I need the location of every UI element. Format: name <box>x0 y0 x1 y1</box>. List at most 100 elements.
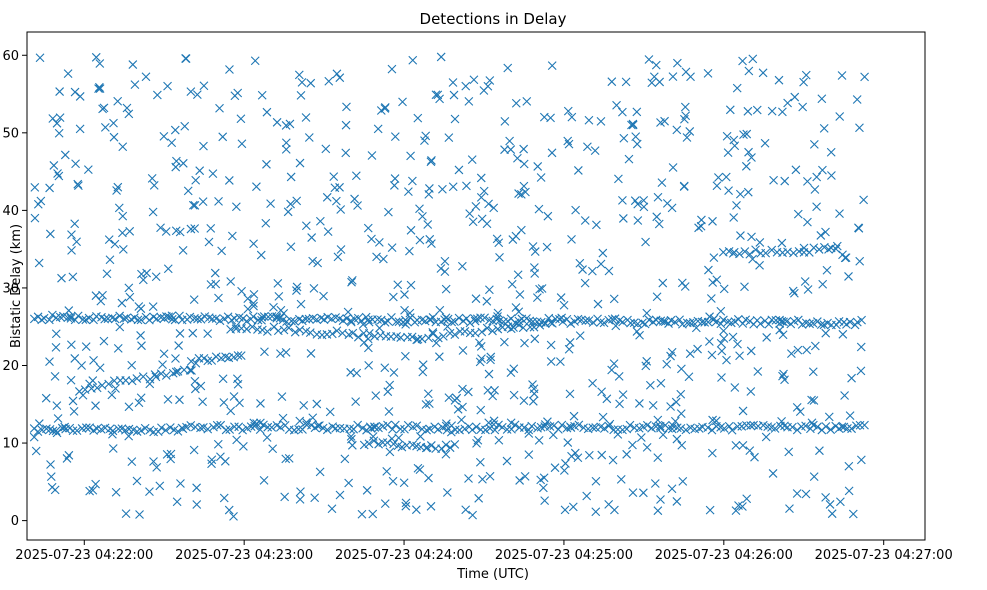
data-point <box>604 266 614 276</box>
data-point <box>315 216 325 226</box>
data-point <box>227 231 237 241</box>
data-point <box>296 299 306 309</box>
data-point <box>185 365 195 375</box>
data-point <box>208 169 218 179</box>
data-point <box>333 252 343 262</box>
data-point <box>212 420 222 430</box>
data-point <box>51 342 61 352</box>
data-point <box>724 186 733 195</box>
data-point <box>30 213 40 223</box>
data-point <box>470 316 480 326</box>
data-point <box>57 273 66 283</box>
data-point <box>519 181 529 191</box>
data-point <box>434 352 444 362</box>
data-point <box>860 72 869 82</box>
data-point <box>474 493 484 503</box>
data-point <box>592 220 601 230</box>
data-point <box>719 334 729 343</box>
data-point <box>499 337 509 347</box>
data-point <box>748 54 758 64</box>
data-point <box>712 275 722 285</box>
data-point <box>471 422 481 432</box>
data-point <box>425 424 434 434</box>
data-point <box>323 227 333 237</box>
data-point <box>540 496 550 506</box>
data-point <box>341 148 351 158</box>
data-point <box>148 207 158 217</box>
data-point <box>70 315 80 325</box>
data-point <box>608 455 618 465</box>
data-point <box>843 423 852 433</box>
data-point <box>502 456 512 466</box>
data-point <box>406 151 415 161</box>
data-point <box>740 282 749 292</box>
data-point <box>367 151 377 160</box>
data-point <box>748 254 758 264</box>
data-point <box>567 451 576 461</box>
data-point <box>789 248 798 258</box>
data-point <box>528 317 538 326</box>
data-point <box>102 269 112 279</box>
data-point <box>482 323 492 333</box>
data-point <box>760 138 770 148</box>
data-point <box>822 265 832 275</box>
data-point <box>533 423 542 433</box>
data-point <box>156 369 166 378</box>
data-point <box>639 195 649 205</box>
data-point <box>475 457 485 467</box>
y-tick-label: 0 <box>11 514 19 529</box>
data-point <box>530 334 540 344</box>
data-point <box>758 68 768 78</box>
data-point <box>535 284 544 294</box>
data-point <box>717 346 727 356</box>
data-point <box>546 318 555 327</box>
data-point <box>196 314 206 324</box>
data-point <box>335 490 345 500</box>
data-point <box>405 246 414 256</box>
data-point <box>81 342 91 352</box>
y-tick-label: 40 <box>2 204 19 219</box>
data-point <box>236 351 246 361</box>
data-point <box>108 426 118 436</box>
data-point <box>161 227 171 236</box>
data-point <box>249 239 258 249</box>
data-point <box>107 313 117 323</box>
data-point <box>211 352 221 362</box>
data-point <box>249 298 258 308</box>
data-point <box>85 423 95 432</box>
data-point <box>575 258 585 268</box>
data-point <box>72 237 81 247</box>
data-point <box>147 174 157 183</box>
data-point <box>835 112 845 121</box>
data-point <box>641 237 650 247</box>
data-point <box>559 300 569 310</box>
data-point <box>719 326 728 336</box>
data-point <box>798 102 808 112</box>
data-point <box>141 72 151 82</box>
data-point <box>528 380 537 389</box>
data-point <box>507 279 517 289</box>
data-point <box>446 427 456 437</box>
data-point <box>112 186 121 195</box>
data-point <box>775 325 785 335</box>
data-point <box>287 316 296 326</box>
data-point <box>104 235 114 244</box>
data-point <box>283 207 293 217</box>
data-point <box>801 489 811 499</box>
data-point <box>672 423 682 433</box>
data-point <box>312 315 322 324</box>
data-point <box>188 200 198 210</box>
data-point <box>110 314 120 324</box>
data-point <box>237 139 247 149</box>
data-point <box>602 394 612 404</box>
data-point <box>543 211 553 221</box>
data-point <box>399 478 409 488</box>
data-point <box>826 147 836 157</box>
data-point <box>567 112 577 122</box>
data-point <box>707 350 717 360</box>
data-point <box>805 319 814 329</box>
data-point <box>609 359 619 368</box>
data-point <box>484 369 494 379</box>
data-point <box>277 392 287 402</box>
data-point <box>286 172 296 182</box>
